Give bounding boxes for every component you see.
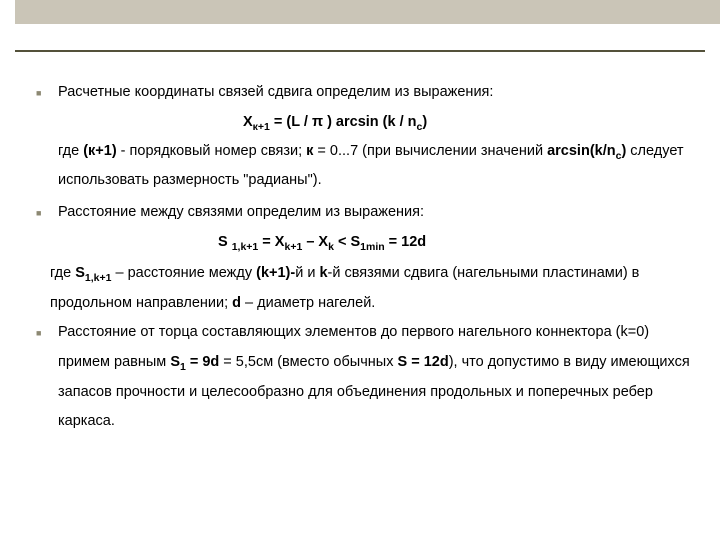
t: – X [302, 234, 328, 250]
t: – диаметр нагелей. [241, 295, 375, 311]
t: 1min [360, 241, 385, 253]
t: = 5,5см (вместо обычных [219, 354, 397, 370]
bullet-list: Расчетные координаты связей сдвига опред… [30, 78, 690, 257]
list-item: Расстояние между связями определим из вы… [30, 198, 690, 257]
t: (k+1)- [256, 265, 295, 281]
t: X [243, 114, 253, 130]
where-2: где S1,k+1 – расстояние между (k+1)-й и … [30, 259, 690, 318]
t: – расстояние между [111, 265, 256, 281]
t: где [50, 265, 75, 281]
t: = 0...7 (при вычислении значений [313, 143, 547, 159]
t: й и [295, 265, 319, 281]
t: 1,k+1 [232, 241, 259, 253]
t: где [58, 143, 83, 159]
t: arcsin(k/n [547, 143, 616, 159]
t: d [232, 295, 241, 311]
header-accent-bar [15, 0, 720, 24]
t: S [170, 354, 180, 370]
header-divider-rule [15, 50, 705, 52]
t: S [218, 234, 232, 250]
t: = 12d [385, 234, 427, 250]
t: < S [334, 234, 360, 250]
text: Расчетные координаты связей сдвига опред… [58, 84, 493, 100]
t: к+1 [253, 121, 270, 133]
list-item: Расстояние от торца составляющих элемент… [30, 318, 690, 437]
bullet-list-2: Расстояние от торца составляющих элемент… [30, 318, 690, 437]
t: = (L / π ) arcsin (k / n [270, 114, 417, 130]
t: = X [258, 234, 284, 250]
t: k [319, 265, 327, 281]
t: ) [422, 114, 427, 130]
where-1: где (к+1) - порядковый номер связи; к = … [58, 137, 690, 196]
text: Расстояние между связями определим из вы… [58, 204, 424, 220]
t: k+1 [284, 241, 302, 253]
t: - порядковый номер связи; [117, 143, 306, 159]
slide-body: Расчетные координаты связей сдвига опред… [30, 78, 690, 520]
list-item: Расчетные координаты связей сдвига опред… [30, 78, 690, 196]
t: (к+1) [83, 143, 116, 159]
t: S = 12d [398, 354, 449, 370]
t: = 9d [186, 354, 219, 370]
formula-1: Xк+1 = (L / π ) arcsin (k / nc) [58, 108, 690, 137]
t: S [75, 265, 85, 281]
t: 1,k+1 [85, 272, 112, 284]
formula-2: S 1,k+1 = Xk+1 – Xk < S1min = 12d [58, 228, 690, 257]
